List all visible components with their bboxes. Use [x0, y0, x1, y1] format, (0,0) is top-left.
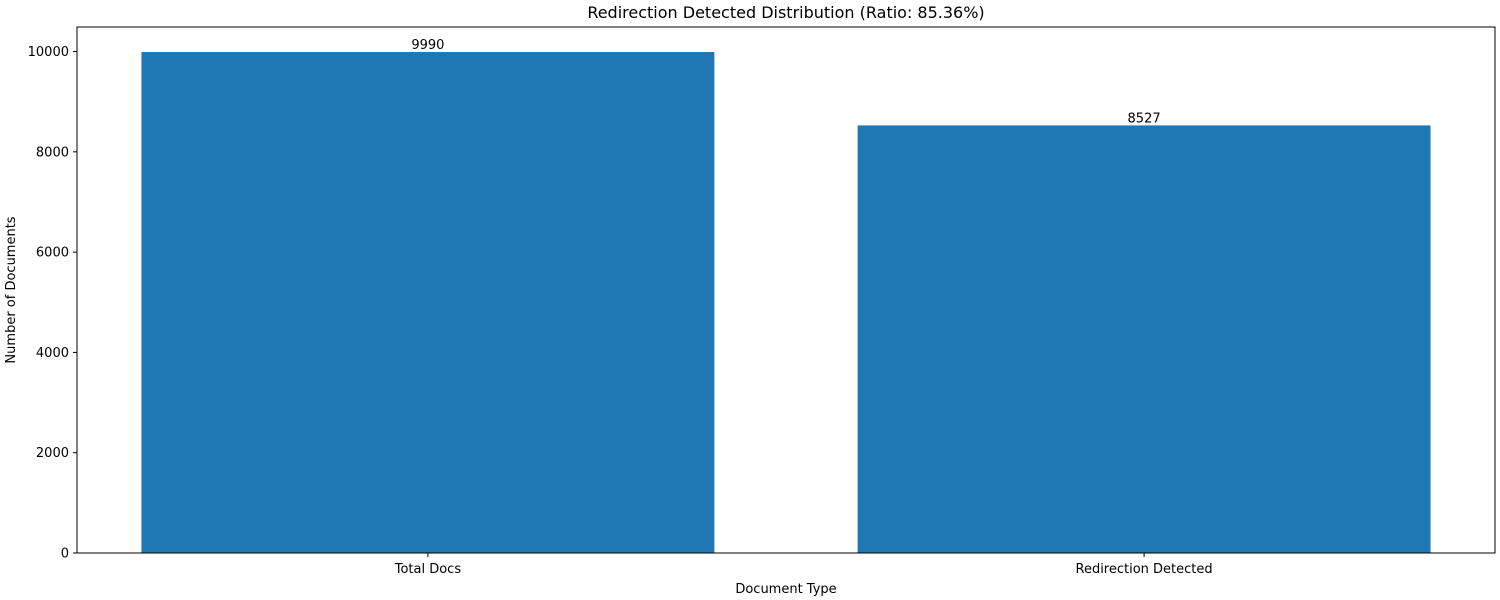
data-label-1: 8527 — [1128, 111, 1161, 126]
y-tick-label-2: 4000 — [36, 346, 69, 361]
bars-layer — [141, 52, 1431, 554]
data-labels-layer: 9990 8527 — [411, 38, 1160, 126]
y-tick-label-0: 0 — [61, 547, 69, 562]
y-tick-label-1: 2000 — [36, 446, 69, 461]
y-axis-label: Number of Documents — [4, 216, 19, 363]
x-axis-label: Document Type — [735, 582, 836, 597]
bar-0 — [141, 52, 715, 554]
y-tick-label-5: 10000 — [28, 45, 69, 60]
data-label-0: 9990 — [411, 38, 444, 53]
x-axis-ticks: Total Docs Redirection Detected — [394, 553, 1213, 577]
x-tick-label-1: Redirection Detected — [1076, 562, 1213, 577]
bar-1 — [857, 125, 1431, 554]
chart-title: Redirection Detected Distribution (Ratio… — [587, 3, 984, 22]
y-axis-ticks: 0 2000 4000 6000 8000 10000 — [28, 45, 77, 562]
y-tick-label-3: 6000 — [36, 246, 69, 261]
y-tick-label-4: 8000 — [36, 145, 69, 160]
x-tick-label-0: Total Docs — [394, 562, 462, 577]
plot-frame — [76, 26, 1496, 554]
